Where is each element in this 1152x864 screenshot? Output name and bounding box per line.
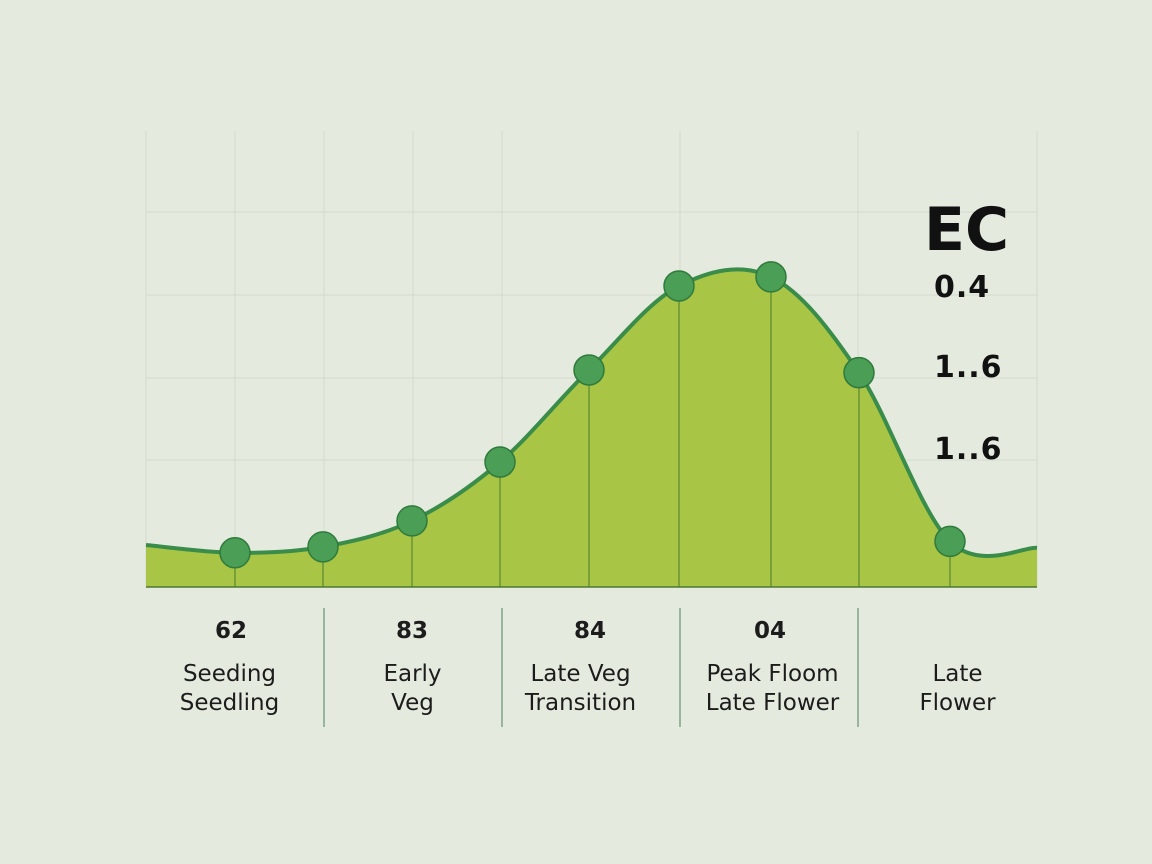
area-fill (146, 269, 1037, 587)
y-tick-label: 1..6 (934, 350, 1003, 385)
data-point (573, 354, 605, 386)
column-label: Late Veg Transition (524, 661, 637, 716)
data-point (755, 261, 787, 293)
data-point (484, 446, 516, 478)
column-label: Peak Floom Late Flower (705, 661, 840, 716)
column-label: Late Flower (919, 661, 996, 716)
data-point (219, 537, 251, 569)
data-point (663, 270, 695, 302)
y-tick-label: 1..6 (934, 432, 1003, 467)
y-tick-label: 0.4 (934, 270, 991, 305)
y-axis-title: EC (924, 195, 1010, 265)
column-value: 04 (753, 618, 786, 644)
data-point (307, 531, 339, 563)
column-label: Early Veg (383, 661, 442, 716)
data-point (396, 505, 428, 537)
data-point (934, 525, 966, 558)
column-value: 62 (214, 618, 247, 644)
column-label: Seeding Seedling (179, 661, 280, 716)
column-value: 83 (395, 618, 428, 644)
data-point (843, 356, 875, 389)
column-value: 84 (573, 618, 606, 644)
